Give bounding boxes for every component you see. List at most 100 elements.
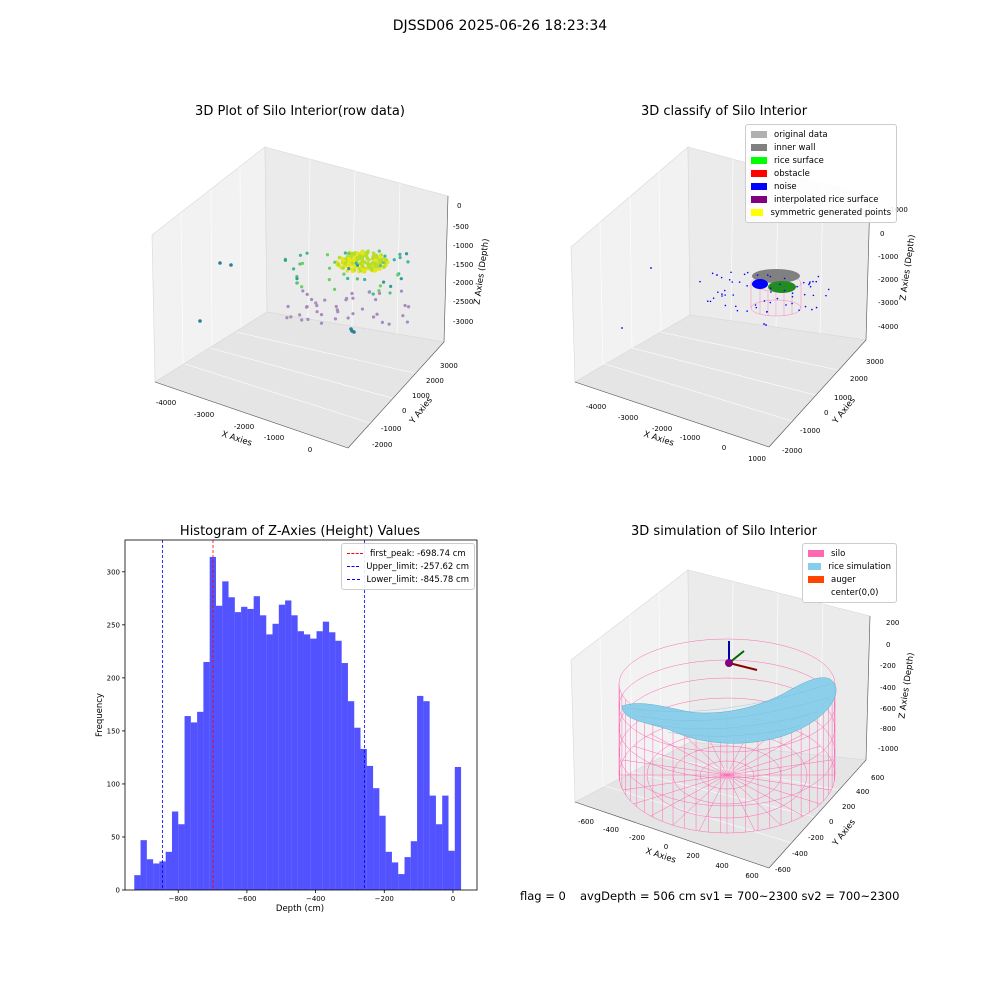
raw-data-point — [350, 261, 354, 265]
legend-label: center(0,0) — [831, 587, 879, 598]
classify-noise-point — [754, 280, 757, 282]
histogram-bar — [417, 695, 424, 890]
raw-ztick-5: -2000 — [453, 279, 473, 287]
raw-data-point — [333, 317, 338, 321]
raw-data-point — [378, 255, 382, 259]
histogram-xlabel: Depth (cm) — [276, 904, 324, 914]
sim-ztick-6: -800 — [880, 725, 896, 733]
classify-noise-cluster — [752, 279, 768, 289]
raw-data-point — [351, 296, 355, 300]
raw-data-point — [363, 268, 367, 272]
classify-noise-point — [746, 285, 748, 287]
raw-data-point — [286, 304, 290, 309]
y-tick-label: 100 — [107, 780, 120, 788]
raw-data-point — [377, 291, 382, 295]
sim-xtick-4: 0 — [664, 843, 668, 851]
classify-noise-point — [808, 282, 811, 285]
classify-noise-point — [756, 274, 759, 276]
classify-noise-point — [809, 281, 811, 283]
raw-data-point — [305, 292, 309, 296]
histogram-bar — [373, 788, 380, 890]
raw-data-point — [301, 289, 305, 293]
raw-data-point — [352, 330, 356, 334]
raw-data-point — [364, 254, 369, 258]
raw-data-point — [349, 327, 353, 331]
raw-data-point — [396, 273, 400, 277]
sim-ytick-6: 400 — [856, 788, 869, 796]
raw-ytick-1: -2000 — [372, 441, 392, 449]
classify-noise-point — [803, 293, 806, 296]
classify-noise-point — [716, 274, 718, 276]
classify-noise-point — [783, 289, 786, 292]
silo-floor-spoke — [726, 774, 756, 832]
classify-ytick-2: -1000 — [800, 427, 820, 435]
raw-data-point — [371, 251, 376, 255]
x-tick-label: −400 — [306, 895, 325, 903]
legend-swatch — [751, 170, 767, 177]
classify-noise-point — [736, 309, 739, 312]
legend-swatch — [808, 589, 824, 596]
raw-data-point — [319, 313, 324, 317]
classify-ytick-6: 3000 — [866, 358, 884, 366]
histogram-bar — [215, 605, 223, 890]
raw-data-point — [347, 251, 351, 256]
auger — [725, 641, 758, 671]
legend-swatch — [751, 196, 767, 203]
figure-title: DJSSD06 2025-06-26 18:23:34 — [392, 18, 608, 34]
classify-noise-point — [721, 293, 723, 295]
classify-noise-point — [763, 300, 766, 302]
raw-data-point — [291, 267, 296, 271]
raw-data-point — [345, 296, 349, 301]
raw-3d-axes: -4000 -3000 -2000 -1000 0 -2000 -1000 0 … — [151, 146, 492, 454]
classify-noise-point — [808, 283, 810, 286]
legend-swatch — [808, 550, 824, 557]
classify-noise-point — [717, 291, 719, 293]
classify-noise-point — [812, 294, 815, 297]
sim-xtick-7: 600 — [745, 872, 758, 880]
raw-data-point — [315, 303, 319, 308]
classify-noise-point — [825, 294, 827, 297]
raw-data-point — [300, 318, 304, 322]
classify-noise-point — [769, 301, 772, 304]
legend-label: rice simulation — [828, 561, 891, 572]
silo-floor-spoke — [726, 774, 804, 817]
footer-flag: flag = 0 — [520, 889, 566, 903]
silo-floor-spoke — [650, 733, 728, 776]
sim-ytick-7: 600 — [871, 774, 884, 782]
legend-label: silo — [831, 548, 846, 559]
legend-entry-first-peak: first_peak: -698.74 cm — [347, 547, 469, 560]
histogram-bar — [404, 857, 411, 890]
raw-data-point — [354, 261, 358, 265]
histogram-bar — [190, 722, 198, 890]
raw-ztick-3: -1000 — [453, 242, 473, 250]
simulation-3d-axes: -600 -400 -200 0 200 400 600 -600 -400 -… — [570, 569, 917, 880]
classify-ztick-4: -2000 — [878, 276, 898, 284]
classify-noise-point — [746, 310, 748, 312]
raw-data-point — [398, 255, 402, 260]
classify-noise-point — [766, 274, 769, 276]
histogram-bar — [297, 631, 304, 890]
histogram-bar — [398, 874, 405, 890]
legend-line — [347, 566, 360, 567]
histogram-bar — [385, 851, 392, 890]
histogram-bar — [354, 727, 361, 890]
sim-ytick-2: -400 — [792, 850, 808, 858]
raw-data-point — [404, 252, 409, 256]
sim-xtick-6: 400 — [715, 862, 728, 870]
raw-data-point — [352, 258, 356, 262]
classify-xtick-6: 1000 — [748, 455, 766, 463]
classify-xtick-3: -2000 — [652, 425, 672, 433]
classify-noise-point — [776, 297, 779, 300]
raw-panel-title: 3D Plot of Silo Interior(row data) — [195, 104, 405, 119]
classify-noise-point — [796, 285, 798, 288]
silo-floor-spoke — [726, 733, 804, 776]
histogram-bar — [435, 824, 443, 890]
x-tick-label: −800 — [169, 895, 188, 903]
classify-noise-point — [706, 300, 709, 303]
raw-data-point — [352, 252, 357, 256]
legend-entry-noise: noise — [751, 180, 891, 193]
classify-noise-point — [812, 280, 814, 283]
histogram-bar — [310, 638, 317, 890]
legend-line — [347, 579, 360, 580]
classify-xtick-5: 0 — [722, 444, 726, 452]
